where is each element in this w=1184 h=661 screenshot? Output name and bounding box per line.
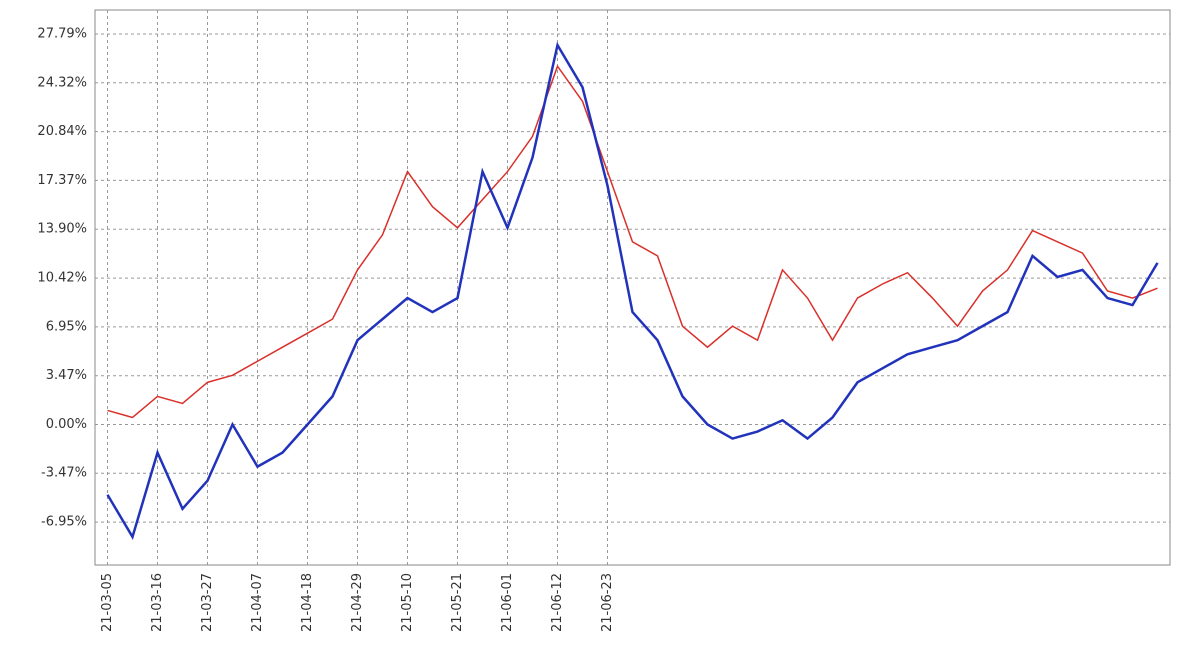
y-tick-label: 13.90% — [37, 222, 87, 237]
x-tick-label: 21-06-01 — [500, 573, 515, 632]
y-tick-label: 24.32% — [37, 75, 87, 90]
x-tick-label: 21-06-23 — [600, 573, 615, 632]
y-tick-label: -3.47% — [41, 466, 87, 481]
x-tick-label: 21-03-05 — [100, 573, 115, 632]
x-tick-label: 21-05-21 — [450, 573, 465, 632]
x-tick-label: 21-06-12 — [550, 573, 565, 632]
x-tick-label: 21-04-07 — [250, 573, 265, 632]
y-tick-label: 0.00% — [46, 417, 87, 432]
line-series — [107, 64, 1158, 419]
y-tick-label: 3.47% — [46, 368, 87, 383]
y-tick-label: 10.42% — [37, 271, 87, 286]
plot-frame — [94, 9, 1171, 566]
x-tick-label: 21-03-16 — [150, 573, 165, 632]
x-tick-label: 21-04-18 — [300, 573, 315, 632]
x-tick-label: 21-04-29 — [350, 573, 365, 632]
x-tick-label: 21-05-10 — [400, 573, 415, 632]
y-tick-label: 17.37% — [37, 173, 87, 188]
line-series — [106, 41, 1159, 540]
y-tick-label: 6.95% — [46, 319, 87, 334]
y-tick-label: 20.84% — [37, 124, 87, 139]
y-tick-label: -6.95% — [41, 515, 87, 530]
x-tick-label: 21-03-27 — [200, 573, 215, 632]
y-tick-label: 27.79% — [37, 27, 87, 42]
